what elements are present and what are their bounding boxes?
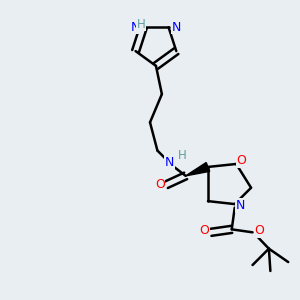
Text: N: N [131, 21, 141, 34]
Text: O: O [200, 224, 209, 237]
Text: H: H [137, 18, 146, 31]
Text: N: N [165, 156, 174, 169]
Text: H: H [178, 148, 187, 162]
Polygon shape [186, 163, 210, 176]
Text: O: O [237, 154, 247, 167]
Text: O: O [254, 224, 264, 237]
Text: O: O [155, 178, 165, 191]
Text: N: N [171, 21, 181, 34]
Text: N: N [236, 199, 245, 212]
